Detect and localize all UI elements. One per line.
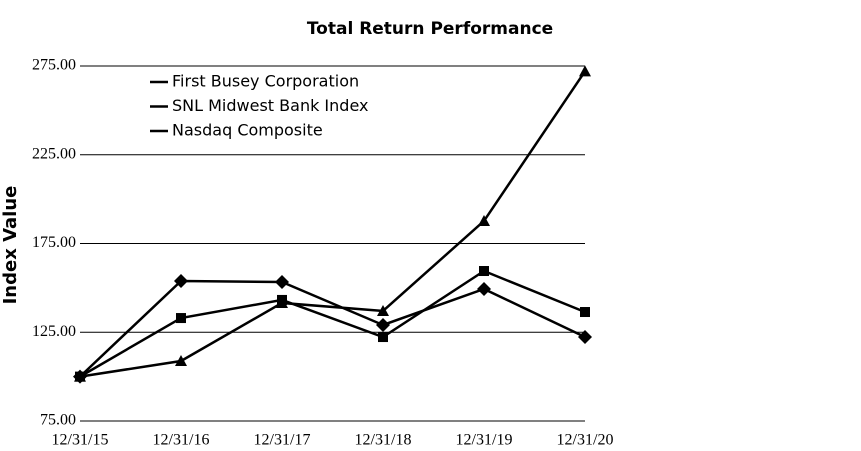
marker (477, 281, 491, 296)
marker (175, 355, 187, 367)
x-tick-label: 12/31/18 (355, 432, 412, 449)
series-line (79, 279, 586, 378)
marker (378, 332, 388, 343)
y-tick-label: 125.00 (32, 323, 76, 340)
marker (376, 317, 390, 332)
y-tick-label: 275.00 (32, 57, 76, 74)
legend-label: First Busey Corporation (172, 72, 359, 91)
series-line (79, 269, 586, 378)
x-tick-label: 12/31/17 (254, 432, 311, 449)
y-tick-label: 75.00 (40, 412, 76, 429)
marker (176, 313, 186, 324)
marker (478, 214, 490, 226)
x-tick-label: 12/31/16 (153, 432, 210, 449)
y-axis-label: Index Value (0, 186, 21, 305)
x-tick-label: 12/31/20 (557, 432, 614, 449)
legend-label: Nasdaq Composite (172, 121, 323, 140)
marker (579, 65, 591, 77)
series-line (79, 70, 587, 378)
marker (580, 307, 590, 318)
y-tick-label: 225.00 (32, 145, 76, 162)
chart-title: Total Return Performance (307, 19, 553, 39)
marker (275, 275, 289, 290)
marker (276, 296, 288, 308)
x-tick-label: 12/31/19 (456, 432, 513, 449)
marker (174, 273, 188, 288)
marker (377, 304, 389, 316)
legend-label: SNL Midwest Bank Index (172, 96, 368, 115)
x-tick-label: 12/31/15 (52, 432, 109, 449)
marker (74, 370, 86, 382)
marker (479, 266, 489, 277)
marker (578, 330, 592, 345)
y-tick-label: 175.00 (32, 234, 76, 251)
